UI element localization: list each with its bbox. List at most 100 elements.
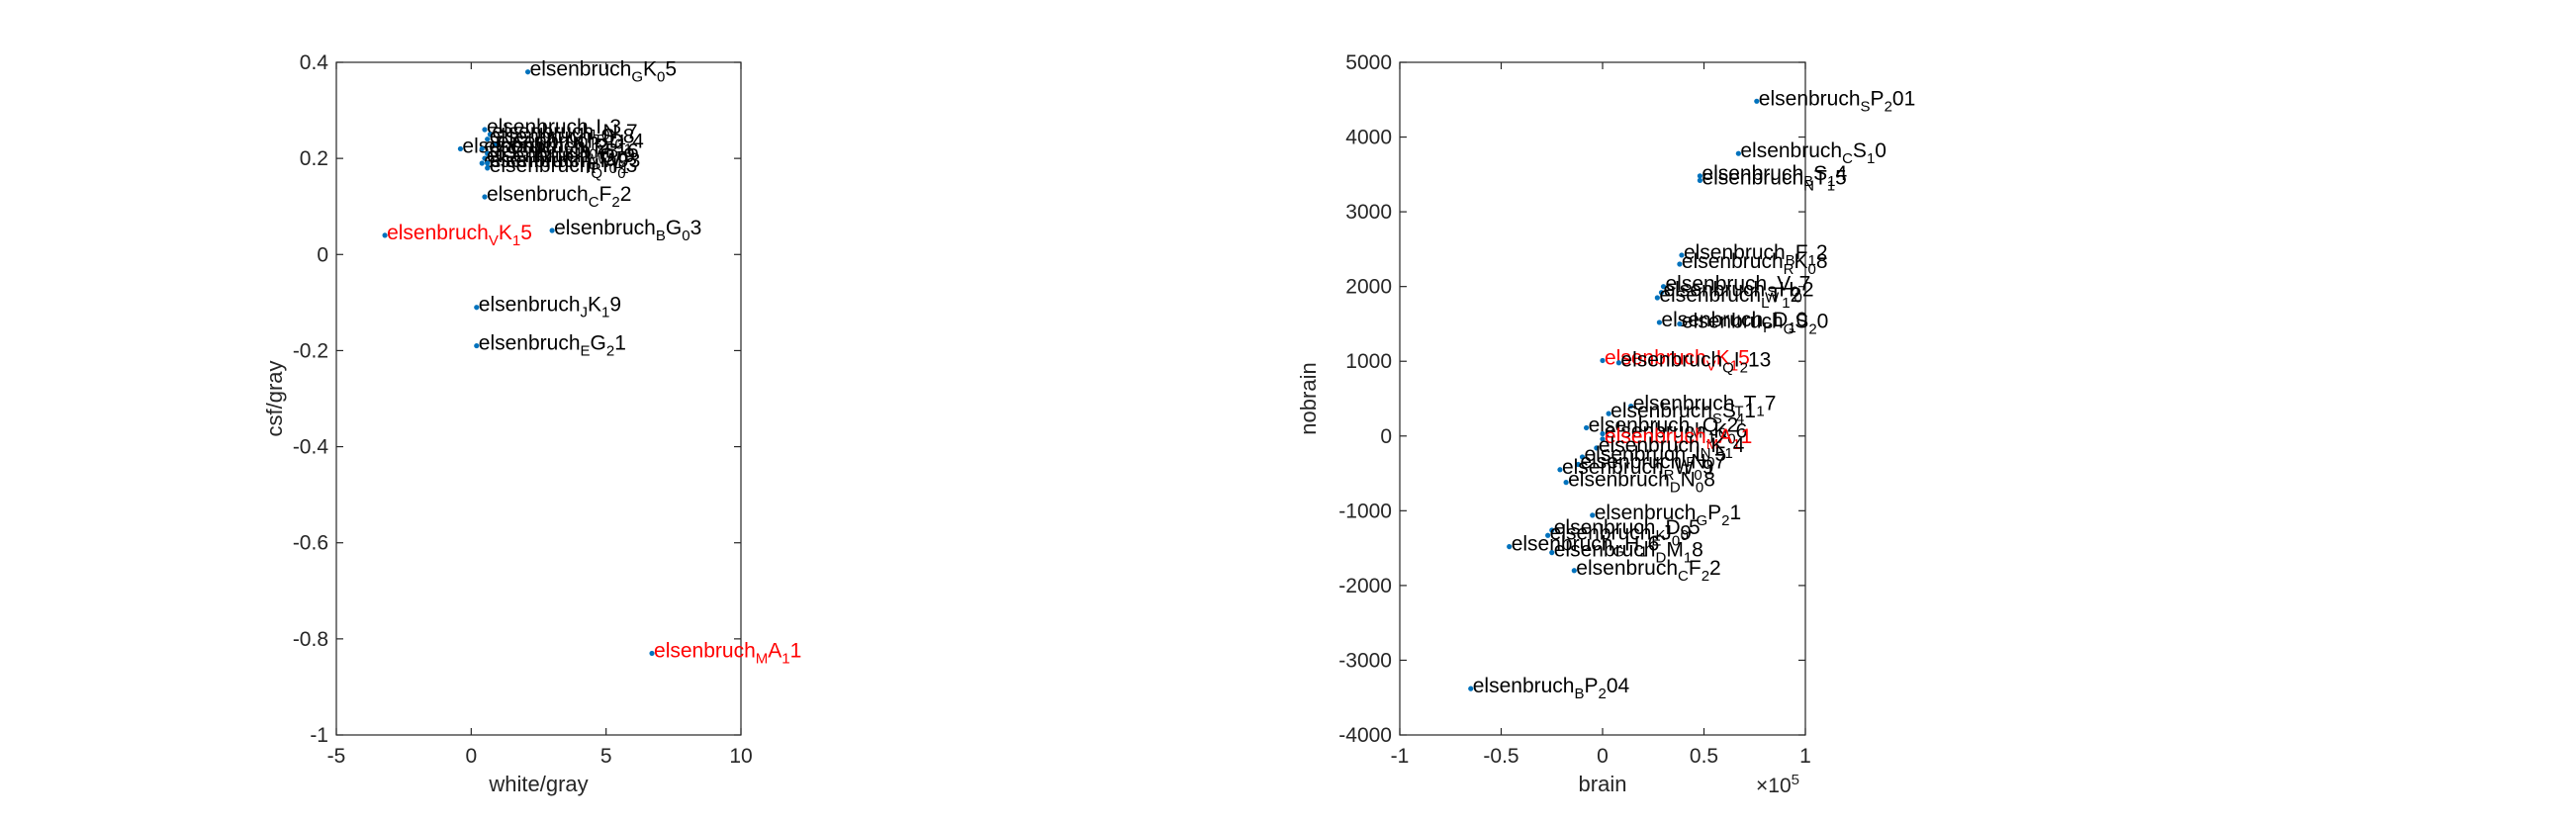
point-label: elsenbruchDM18	[1554, 539, 1703, 567]
x-tick-label: 0	[465, 745, 477, 768]
point-label: elsenbruchVK15	[387, 222, 532, 249]
point-label: elsenbruchGK05	[530, 58, 677, 86]
point-label: elsenbruchVD14	[498, 131, 644, 158]
data-point	[487, 132, 494, 137]
data-point	[485, 150, 491, 156]
point-label: elsenbruchCF22	[1576, 557, 1720, 585]
point-label: elsenbruchKS08	[490, 126, 635, 153]
point-label: elsenbruchBG03	[554, 217, 701, 244]
point-label: elsenbruchMA11	[654, 639, 801, 667]
data-point	[1579, 454, 1586, 460]
y-tick-label: -0.4	[293, 436, 329, 459]
data-point	[1628, 403, 1634, 410]
point-label: elsenbruchBS14	[1702, 162, 1847, 190]
point-label: elsenbruchBP204	[1473, 675, 1630, 702]
data-point	[1615, 360, 1621, 366]
y-tick-label: -0.6	[293, 532, 328, 555]
data-point	[1571, 568, 1577, 574]
point-label: elsenbruchGP21	[1595, 502, 1741, 529]
data-point	[493, 140, 499, 147]
data-point	[1557, 467, 1563, 473]
data-point	[1677, 261, 1683, 267]
point-label: elsenbruchCS10	[1740, 139, 1886, 167]
data-point	[1600, 436, 1606, 442]
x-tick-label: 0	[1597, 745, 1609, 768]
point-label: elsenbruchNT15	[1702, 166, 1846, 194]
point-label: elsenbruchFL05	[1585, 443, 1727, 471]
y-axis-label: nobrain	[1296, 362, 1321, 434]
point-label: elsenbruchTT17	[1633, 393, 1777, 420]
x-axis-label: white/gray	[488, 772, 588, 796]
point-label: elsenbruchJI03	[487, 116, 621, 143]
y-axis-label: csf/gray	[262, 360, 287, 436]
point-label: elsenbruchEJ09	[1550, 521, 1692, 549]
data-point	[549, 228, 555, 233]
x-tick-label: 0.5	[1690, 745, 1718, 768]
data-point	[485, 137, 491, 142]
x-tick-label: -1	[1391, 745, 1410, 768]
data-point	[1754, 98, 1760, 104]
y-tick-label: 4000	[1345, 127, 1392, 149]
y-tick-label: 5000	[1345, 51, 1392, 74]
data-point	[474, 342, 480, 349]
point-label: elsenbruchQI213	[1620, 349, 1771, 377]
axes-box	[335, 61, 742, 736]
point-label: elsenbruchNK14	[1599, 434, 1745, 462]
data-point	[1654, 295, 1660, 301]
data-point	[482, 194, 488, 200]
data-point	[474, 305, 480, 311]
y-tick-label: -4000	[1338, 724, 1392, 747]
point-label: elsenbruchGH16	[1512, 533, 1660, 561]
data-point	[1575, 461, 1581, 468]
point-label: elsenbruchMA11	[1605, 425, 1752, 453]
data-point	[1545, 532, 1551, 538]
data-point	[1660, 284, 1667, 290]
data-point	[1697, 177, 1702, 183]
data-point	[485, 165, 491, 171]
x-tick-label: -5	[327, 745, 346, 768]
data-point	[1549, 527, 1555, 533]
point-label: elsenbruchPD10	[1661, 309, 1807, 336]
y-tick-label: -0.2	[293, 339, 328, 362]
data-point	[1468, 686, 1474, 691]
point-label: elsenbruchJK06	[1605, 420, 1747, 448]
point-label: elsenbruchRK08	[1682, 250, 1828, 278]
point-label: elsenbruchSS41	[1610, 400, 1756, 427]
point-label: elsenbruchSP201	[1759, 87, 1915, 115]
data-point	[479, 160, 485, 166]
y-tick-label: -1	[310, 724, 328, 747]
point-label: elsenbruchBF12	[1684, 241, 1828, 269]
point-label: elsenbruchSV07	[1666, 273, 1811, 301]
data-point	[1658, 290, 1665, 296]
data-point	[1600, 357, 1606, 364]
point-label: elsenbruchCF22	[487, 183, 631, 211]
data-point	[1677, 320, 1683, 327]
data-point	[485, 160, 491, 166]
data-point	[1549, 550, 1555, 556]
y-tick-label: 3000	[1345, 201, 1392, 224]
point-label: elsenbruchMQ02	[1589, 413, 1739, 441]
point-label: elsenbruchVK15	[1605, 346, 1750, 374]
data-point	[457, 145, 464, 152]
data-point	[1735, 150, 1741, 156]
x-exponent-label: ×105	[1756, 772, 1799, 797]
y-tick-label: -3000	[1338, 649, 1392, 672]
point-label: elsenbruchDN08	[1568, 469, 1715, 497]
data-point	[649, 650, 655, 657]
data-point	[479, 145, 485, 152]
point-label: elsenbruchRW09	[1562, 456, 1713, 484]
y-tick-label: -0.8	[293, 628, 328, 651]
point-label: elsenbruchLP11	[484, 135, 627, 162]
right-scatter-plot: -1 -0.5 0 0.5 1 -4000 -3000 -2000 -1000 0 1000 2000…	[1296, 51, 1915, 797]
left-scatter-plot: -5 0 5 10 -1 -0.8 -0.6 -0.4 -0.2 0 0.2 0.4 white/gra…	[262, 51, 801, 796]
data-point	[1656, 320, 1662, 325]
x-tick-label: 10	[729, 745, 752, 768]
point-label: elsenbruchJK19	[479, 294, 621, 321]
data-point	[1563, 480, 1569, 486]
x-tick-label: 1	[1799, 745, 1811, 768]
data-point	[1600, 430, 1606, 437]
data-point	[1590, 512, 1596, 518]
y-tick-label: 0	[1380, 425, 1392, 448]
